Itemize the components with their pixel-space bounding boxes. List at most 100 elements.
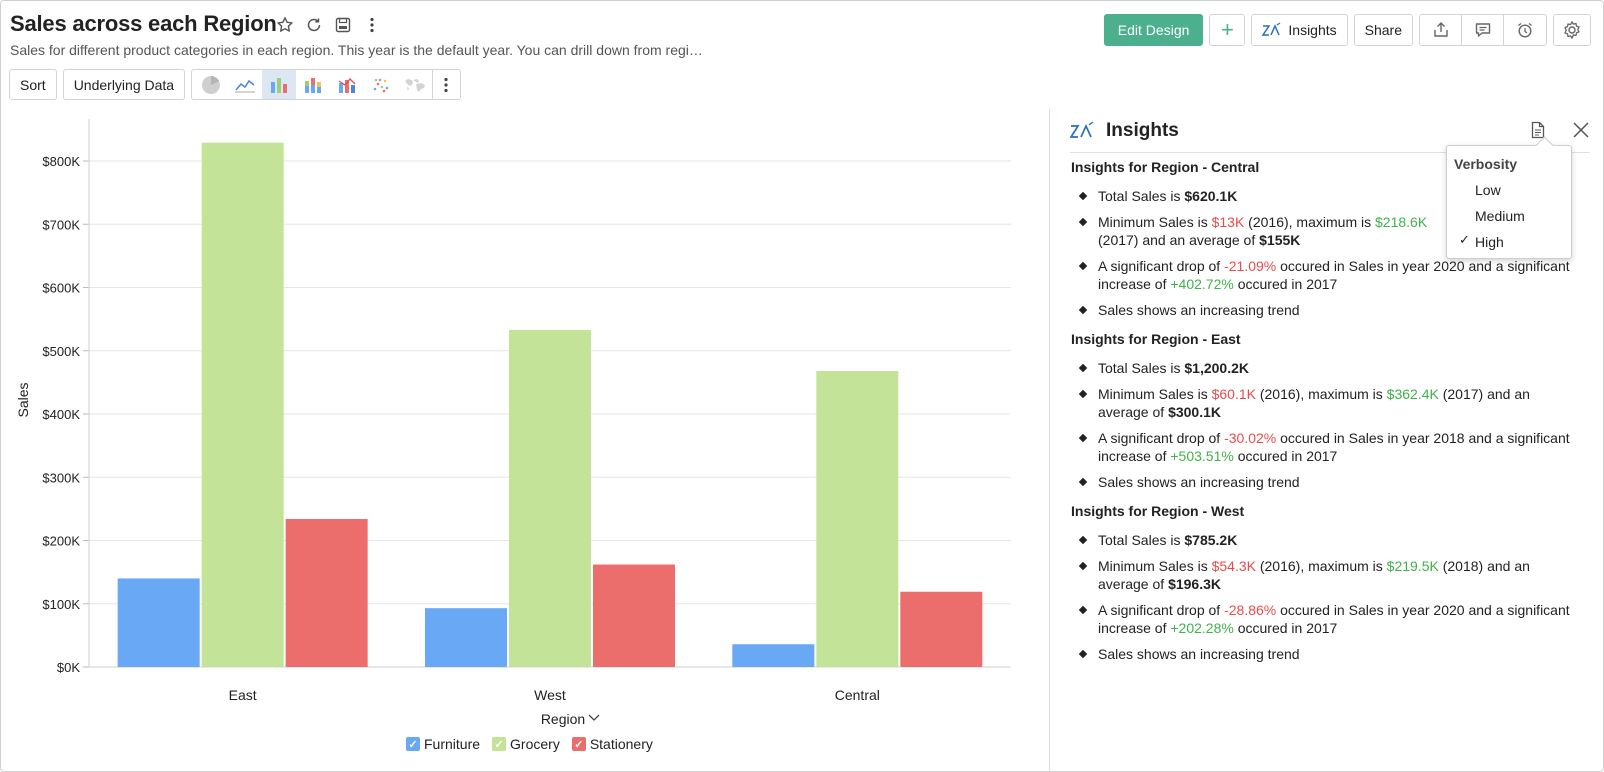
insight-total: Total Sales is $620.1K	[1071, 187, 1581, 205]
y-tick-label: $200K	[42, 534, 80, 549]
edit-design-button[interactable]: Edit Design	[1103, 14, 1204, 46]
insight-drop-increase: A significant drop of -30.02% occured in…	[1071, 429, 1581, 465]
insight-min-max: Minimum Sales is $60.1K (2016), maximum …	[1071, 385, 1581, 421]
y-tick-label: $300K	[42, 470, 80, 485]
insights-button-label: Insights	[1288, 22, 1337, 38]
y-axis-label: Sales	[15, 382, 31, 417]
line-chart-icon[interactable]	[228, 70, 262, 99]
legend-checkbox[interactable]: ✓	[492, 737, 507, 751]
legend-label: Stationery	[589, 736, 653, 752]
page-subtitle: Sales for different product categories i…	[10, 42, 703, 58]
add-button[interactable]: +	[1209, 14, 1246, 46]
insight-total: Total Sales is $785.2K	[1071, 531, 1581, 549]
bar-furniture-west[interactable]	[425, 608, 507, 667]
insight-trend: Sales shows an increasing trend	[1071, 301, 1581, 319]
more-vertical-icon[interactable]	[362, 15, 382, 35]
chart-toolbar: Sort Underlying Data	[9, 69, 462, 100]
top-actions: Edit Design + Insights Share	[1103, 14, 1591, 46]
section-heading: Insights for Region - East	[1071, 331, 1241, 347]
sort-button[interactable]: Sort	[9, 69, 57, 100]
insights-panel: Insights Insights for Region - Central T…	[1049, 109, 1603, 771]
y-tick-labels: $0K $100K $200K $300K $400K $500K $600K $700K $8…	[42, 154, 80, 675]
gear-icon	[1564, 21, 1580, 39]
insight-drop-increase: A significant drop of -28.86% occured in…	[1071, 601, 1581, 637]
insights-section-east: Insights for Region - East Total Sales i…	[1071, 327, 1581, 491]
insights-section-west: Insights for Region - West Total Sales i…	[1071, 499, 1581, 663]
x-tick-label: Central	[835, 687, 880, 703]
insights-section-central: Insights for Region - Central Total Sale…	[1071, 155, 1581, 319]
section-heading: Insights for Region - Central	[1071, 159, 1260, 175]
bars[interactable]	[117, 142, 983, 668]
scatter-chart-icon[interactable]	[364, 70, 398, 99]
share-button[interactable]: Share	[1353, 14, 1413, 46]
legend-checkbox[interactable]: ✓	[406, 737, 420, 751]
bar-grocery-central[interactable]	[816, 370, 899, 667]
y-tick-label: $600K	[42, 281, 80, 296]
bar-furniture-central[interactable]	[732, 644, 815, 667]
insight-min-max: Minimum Sales is $54.3K (2016), maximum …	[1071, 557, 1581, 593]
chevron-down-icon[interactable]	[588, 714, 600, 721]
insights-panel-title: Insights	[1106, 119, 1179, 141]
bar-furniture-east[interactable]	[117, 578, 200, 667]
bar-chart-icon[interactable]	[262, 70, 297, 99]
refresh-icon[interactable]	[304, 15, 324, 35]
x-axis-label-group[interactable]: Region	[541, 711, 600, 727]
insights-list: Insights for Region - Central Total Sale…	[1071, 155, 1581, 671]
save-icon[interactable]	[333, 15, 353, 35]
chart-legend: ✓ Furniture ✓ Grocery ✓ Stationery	[406, 736, 653, 752]
section-heading: Insights for Region - West	[1071, 503, 1245, 519]
document-icon[interactable]	[1530, 121, 1546, 144]
sales-bar-chart: $0K $100K $200K $300K $400K $500K $600K $700K $8…	[15, 119, 1011, 727]
insight-trend: Sales shows an increasing trend	[1071, 645, 1581, 663]
export-icon[interactable]	[1420, 15, 1462, 45]
y-tick-label: $100K	[42, 597, 80, 612]
header-icon-group	[1419, 14, 1547, 46]
insights-icon	[1262, 22, 1281, 36]
legend-item-stationery[interactable]: ✓ Stationery	[571, 736, 653, 752]
insight-drop-increase: A significant drop of -21.09% occured in…	[1071, 257, 1581, 293]
insights-icon	[1070, 120, 1094, 138]
insights-panel-header: Insights	[1070, 109, 1590, 153]
settings-button[interactable]	[1553, 14, 1591, 46]
stacked-bar-chart-icon[interactable]	[296, 70, 330, 99]
page-title: Sales across each Region	[10, 11, 277, 36]
legend-item-grocery[interactable]: ✓ Grocery	[492, 736, 560, 752]
comment-icon[interactable]	[1462, 15, 1504, 45]
underlying-data-button[interactable]: Underlying Data	[62, 69, 186, 100]
x-tick-label: West	[534, 687, 566, 703]
checkmark-icon: ✓	[1459, 232, 1470, 247]
insights-button[interactable]: Insights	[1251, 14, 1348, 46]
insight-total: Total Sales is $1,200.2K	[1071, 359, 1581, 377]
bar-stationery-east[interactable]	[285, 518, 368, 667]
legend-checkbox[interactable]: ✓	[571, 737, 586, 751]
legend-label: Grocery	[510, 736, 560, 752]
bar-stationery-central[interactable]	[900, 591, 983, 667]
x-tick-label: East	[229, 687, 257, 703]
alarm-icon[interactable]	[1504, 15, 1546, 45]
verbosity-option-high[interactable]: High	[1475, 234, 1504, 250]
bar-grocery-west[interactable]	[509, 329, 591, 667]
x-tick-labels: East West Central	[229, 687, 880, 703]
verbosity-title: Verbosity	[1454, 156, 1518, 172]
bar-grocery-east[interactable]	[201, 142, 284, 668]
x-axis-label[interactable]: Region	[541, 711, 585, 727]
y-tick-label: $0K	[57, 660, 80, 675]
close-icon[interactable]	[1572, 121, 1590, 144]
legend-item-furniture[interactable]: ✓ Furniture	[406, 736, 480, 752]
verbosity-option-medium[interactable]: Medium	[1475, 208, 1525, 224]
star-icon[interactable]	[275, 15, 295, 35]
title-actions	[275, 15, 382, 35]
map-chart-icon[interactable]	[398, 70, 432, 99]
bar-stationery-west[interactable]	[593, 564, 675, 667]
y-tick-label: $400K	[42, 407, 80, 422]
insight-trend: Sales shows an increasing trend	[1071, 473, 1581, 491]
y-tick-label: $700K	[42, 217, 80, 232]
verbosity-option-low[interactable]: Low	[1475, 182, 1501, 198]
pie-chart-icon[interactable]	[194, 70, 228, 99]
insight-min-max: Minimum Sales is $13K (2016), maximum is…	[1071, 213, 1581, 249]
combo-chart-icon[interactable]	[330, 70, 364, 99]
more-chart-types-icon[interactable]	[432, 70, 458, 99]
y-tick-label: $500K	[42, 344, 80, 359]
y-tick-label: $800K	[42, 154, 80, 169]
